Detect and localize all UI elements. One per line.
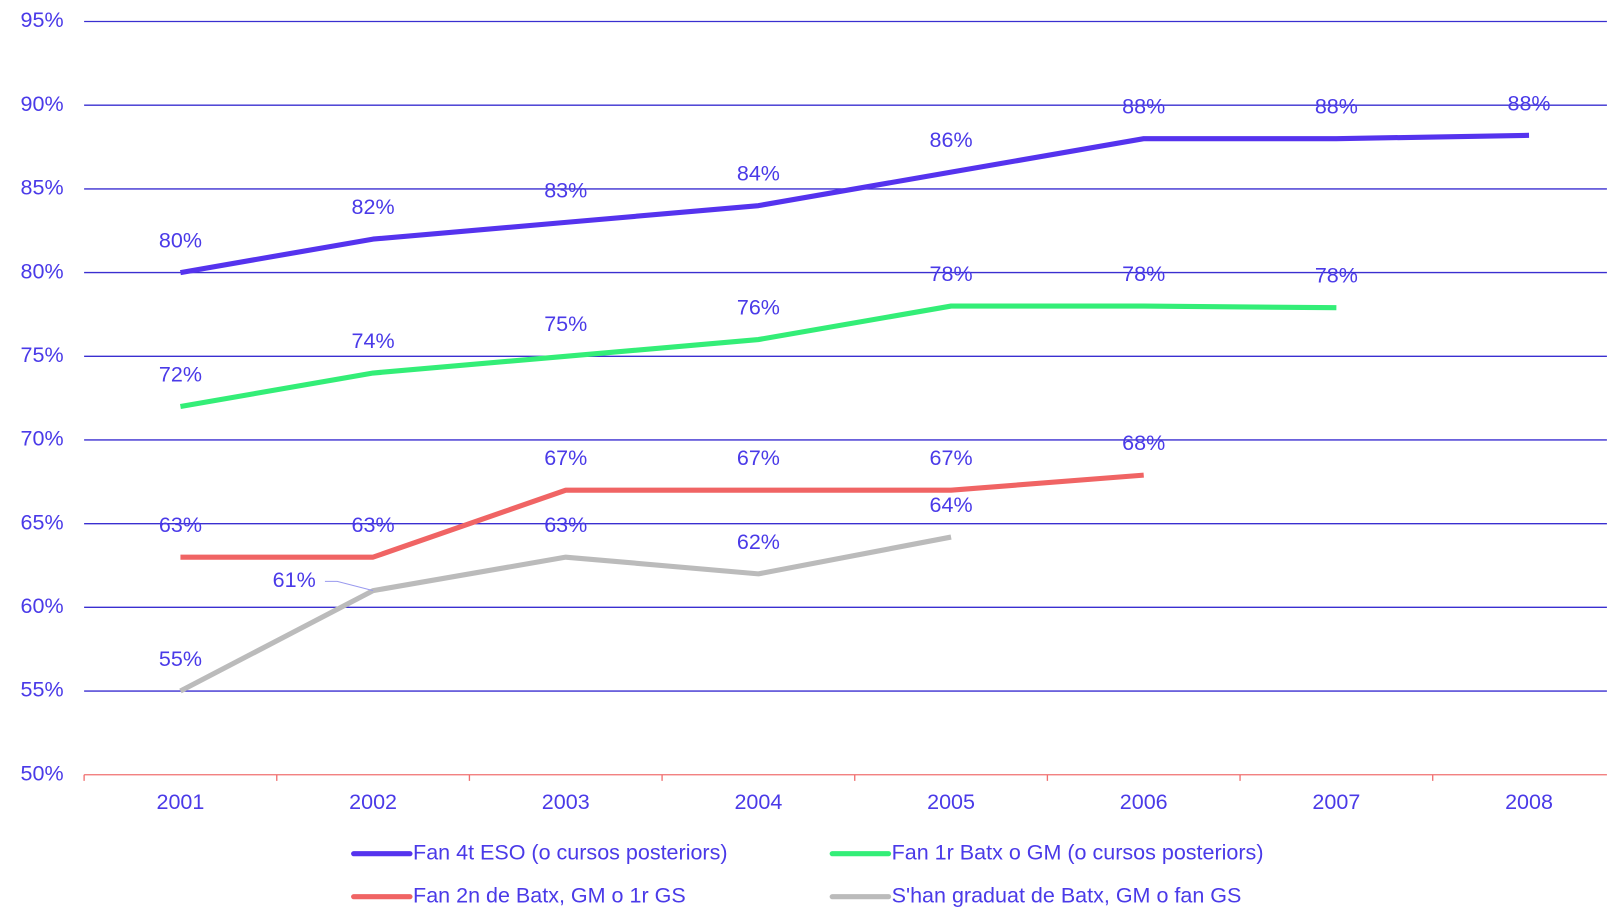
data-label: 63% [352,513,395,537]
data-label: 64% [930,493,973,517]
x-tick-label: 2002 [349,790,397,814]
data-label: 55% [159,647,202,671]
data-label: 74% [352,329,395,353]
x-tick-label: 2007 [1312,790,1360,814]
data-label: 86% [930,128,973,152]
series-line [180,472,1144,560]
data-label: 76% [737,295,780,319]
data-label: 67% [930,446,973,470]
legend-label: S'han graduat de Batx, GM o fan GS [892,883,1242,907]
data-label: 68% [1122,431,1165,455]
legend-label: Fan 1r Batx o GM (o cursos posteriors) [892,840,1264,864]
x-tick-label: 2005 [927,790,975,814]
data-label: 78% [930,262,973,286]
data-label: 84% [737,162,780,186]
data-label: 75% [544,312,587,336]
y-tick-label: 55% [21,678,64,702]
y-tick-label: 80% [21,259,64,283]
data-label: 67% [544,446,587,470]
data-label: 61% [273,568,316,592]
x-tick-label: 2003 [542,790,590,814]
legend-label: Fan 2n de Batx, GM o 1r GS [413,883,686,907]
legend-label: Fan 4t ESO (o cursos posteriors) [413,840,727,864]
data-label: 63% [544,513,587,537]
x-tick-label: 2006 [1120,790,1168,814]
data-label: 88% [1122,95,1165,119]
series-line [179,534,952,694]
data-label: 62% [737,530,780,554]
data-label: 82% [352,195,395,219]
y-tick-label: 75% [21,343,64,367]
x-tick-label: 2004 [734,790,782,814]
y-tick-label: 70% [21,427,64,451]
data-label: 72% [159,362,202,386]
series-line [179,303,1337,410]
data-label: 88% [1508,91,1551,115]
data-label: 67% [737,446,780,470]
y-tick-label: 95% [21,8,64,32]
data-label: 83% [544,178,587,202]
data-label: 78% [1122,262,1165,286]
data-label: 78% [1315,264,1358,288]
y-tick-label: 50% [21,761,64,785]
y-tick-label: 90% [21,92,64,116]
y-tick-label: 65% [21,510,64,534]
data-label: 80% [159,229,202,253]
x-tick-label: 2001 [156,790,204,814]
x-tick-label: 2008 [1505,790,1553,814]
y-tick-label: 60% [21,594,64,618]
leader-line [324,580,374,592]
series-line [179,132,1530,276]
data-label: 63% [159,513,202,537]
y-tick-label: 85% [21,176,64,200]
data-label: 88% [1315,95,1358,119]
